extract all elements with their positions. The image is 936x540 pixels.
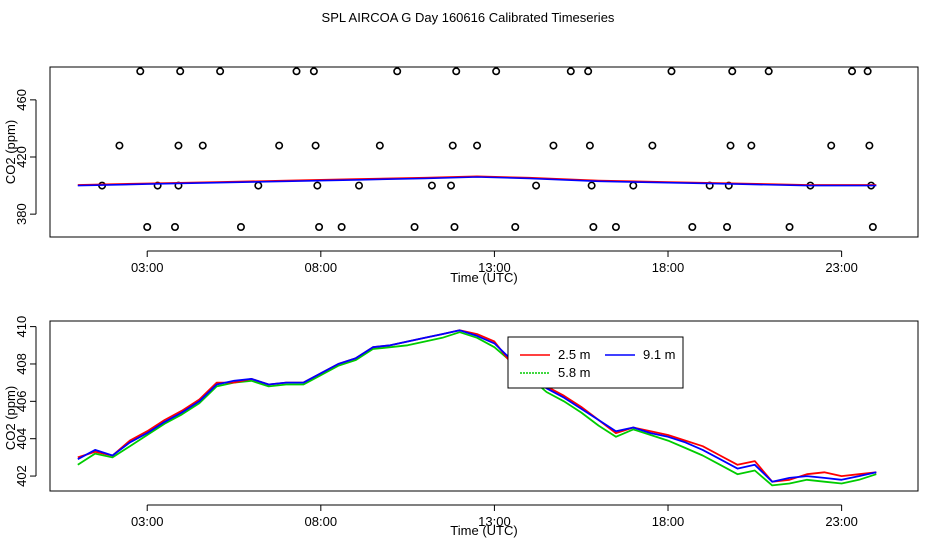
scatter-point xyxy=(236,223,245,232)
top-lines xyxy=(77,175,877,187)
scatter-point xyxy=(275,141,284,150)
scatter-point xyxy=(153,181,162,190)
legend-label-5-8m: 5.8 m xyxy=(558,365,591,380)
scatter-point xyxy=(337,223,346,232)
scatter-point xyxy=(176,67,185,76)
x-tick-label: 08:00 xyxy=(305,514,338,529)
series-line-9-1-m xyxy=(77,329,877,483)
scatter-point xyxy=(648,141,657,150)
scatter-point xyxy=(450,223,459,232)
scatter-point xyxy=(309,67,318,76)
bottom-x-axis: 03:00 08:00 13:00 18:00 23:00 xyxy=(131,504,858,529)
y-tick-label: 406 xyxy=(14,390,29,412)
scatter-point xyxy=(863,67,872,76)
scatter-point xyxy=(216,67,225,76)
scatter-point xyxy=(611,223,620,232)
scatter-point xyxy=(848,67,857,76)
y-tick-label: 460 xyxy=(14,89,29,111)
top-y-axis: 380 420 460 xyxy=(14,89,37,225)
scatter-point xyxy=(492,67,501,76)
scatter-point xyxy=(726,141,735,150)
scatter-point xyxy=(511,223,520,232)
scatter-point xyxy=(629,181,638,190)
scatter-point xyxy=(115,141,124,150)
scatter-point xyxy=(311,141,320,150)
x-tick-label: 18:00 xyxy=(652,260,685,275)
scatter-point xyxy=(313,181,322,190)
scatter-point xyxy=(136,67,145,76)
x-tick-label: 08:00 xyxy=(305,260,338,275)
top-x-label: Time (UTC) xyxy=(450,270,517,285)
y-tick-label: 404 xyxy=(14,428,29,450)
bottom-x-label: Time (UTC) xyxy=(450,523,517,538)
scatter-point xyxy=(473,141,482,150)
top-points xyxy=(98,67,877,232)
scatter-point xyxy=(747,141,756,150)
scatter-point xyxy=(254,181,263,190)
top-y-label: CO2 (ppm) xyxy=(3,120,18,184)
scatter-point xyxy=(723,223,732,232)
x-tick-label: 23:00 xyxy=(825,514,858,529)
x-tick-label: 13:00 xyxy=(478,260,511,275)
scatter-point xyxy=(566,67,575,76)
scatter-point xyxy=(827,141,836,150)
x-tick-label: 18:00 xyxy=(652,514,685,529)
y-tick-label: 408 xyxy=(14,353,29,375)
y-tick-label: 410 xyxy=(14,316,29,338)
series-line-5-8-m xyxy=(77,331,877,487)
x-tick-label: 03:00 xyxy=(131,260,164,275)
bottom-y-label: CO2 (ppm) xyxy=(3,386,18,450)
x-tick-label: 23:00 xyxy=(825,260,858,275)
scatter-point xyxy=(584,67,593,76)
y-tick-label: 380 xyxy=(14,203,29,225)
scatter-point xyxy=(532,181,541,190)
bottom-panel: 03:00 08:00 13:00 18:00 23:00 402 404 406 408 41… xyxy=(3,316,919,538)
legend: 2.5 m 9.1 m 5.8 m xyxy=(507,336,684,389)
scatter-point xyxy=(315,223,324,232)
scatter-point xyxy=(448,141,457,150)
bottom-y-axis: 402 404 406 408 410 xyxy=(14,316,37,487)
scatter-point xyxy=(447,181,456,190)
scatter-point xyxy=(667,67,676,76)
scatter-point xyxy=(393,67,402,76)
scatter-point xyxy=(410,223,419,232)
legend-box xyxy=(507,336,684,389)
chart-title: SPL AIRCOA G Day 160616 Calibrated Times… xyxy=(322,10,615,25)
scatter-point xyxy=(174,141,183,150)
scatter-point xyxy=(170,223,179,232)
y-tick-label: 420 xyxy=(14,146,29,168)
scatter-point xyxy=(865,141,874,150)
scatter-point xyxy=(587,181,596,190)
scatter-point xyxy=(724,181,733,190)
legend-label-2-5m: 2.5 m xyxy=(558,347,591,362)
x-tick-label: 03:00 xyxy=(131,514,164,529)
x-tick-label: 13:00 xyxy=(478,514,511,529)
scatter-point xyxy=(427,181,436,190)
scatter-point xyxy=(355,181,364,190)
scatter-point xyxy=(585,141,594,150)
bottom-lines xyxy=(77,329,877,487)
top-series-blue xyxy=(77,176,877,187)
scatter-point xyxy=(452,67,461,76)
legend-label-9-1m: 9.1 m xyxy=(643,347,676,362)
scatter-point xyxy=(292,67,301,76)
scatter-point xyxy=(728,67,737,76)
scatter-point xyxy=(589,223,598,232)
series-line-2-5-m xyxy=(77,329,877,483)
top-x-axis: 03:00 08:00 13:00 18:00 23:00 xyxy=(131,250,858,275)
y-tick-label: 402 xyxy=(14,465,29,487)
scatter-point xyxy=(375,141,384,150)
scatter-point xyxy=(143,223,152,232)
scatter-point xyxy=(688,223,697,232)
top-plot-frame xyxy=(49,66,919,238)
scatter-point xyxy=(868,223,877,232)
scatter-point xyxy=(198,141,207,150)
scatter-point xyxy=(764,67,773,76)
scatter-point xyxy=(549,141,558,150)
bottom-plot-frame xyxy=(49,320,919,492)
scatter-point xyxy=(785,223,794,232)
top-panel: 03:00 08:00 13:00 18:00 23:00 380 420 460 Time… xyxy=(3,66,919,285)
